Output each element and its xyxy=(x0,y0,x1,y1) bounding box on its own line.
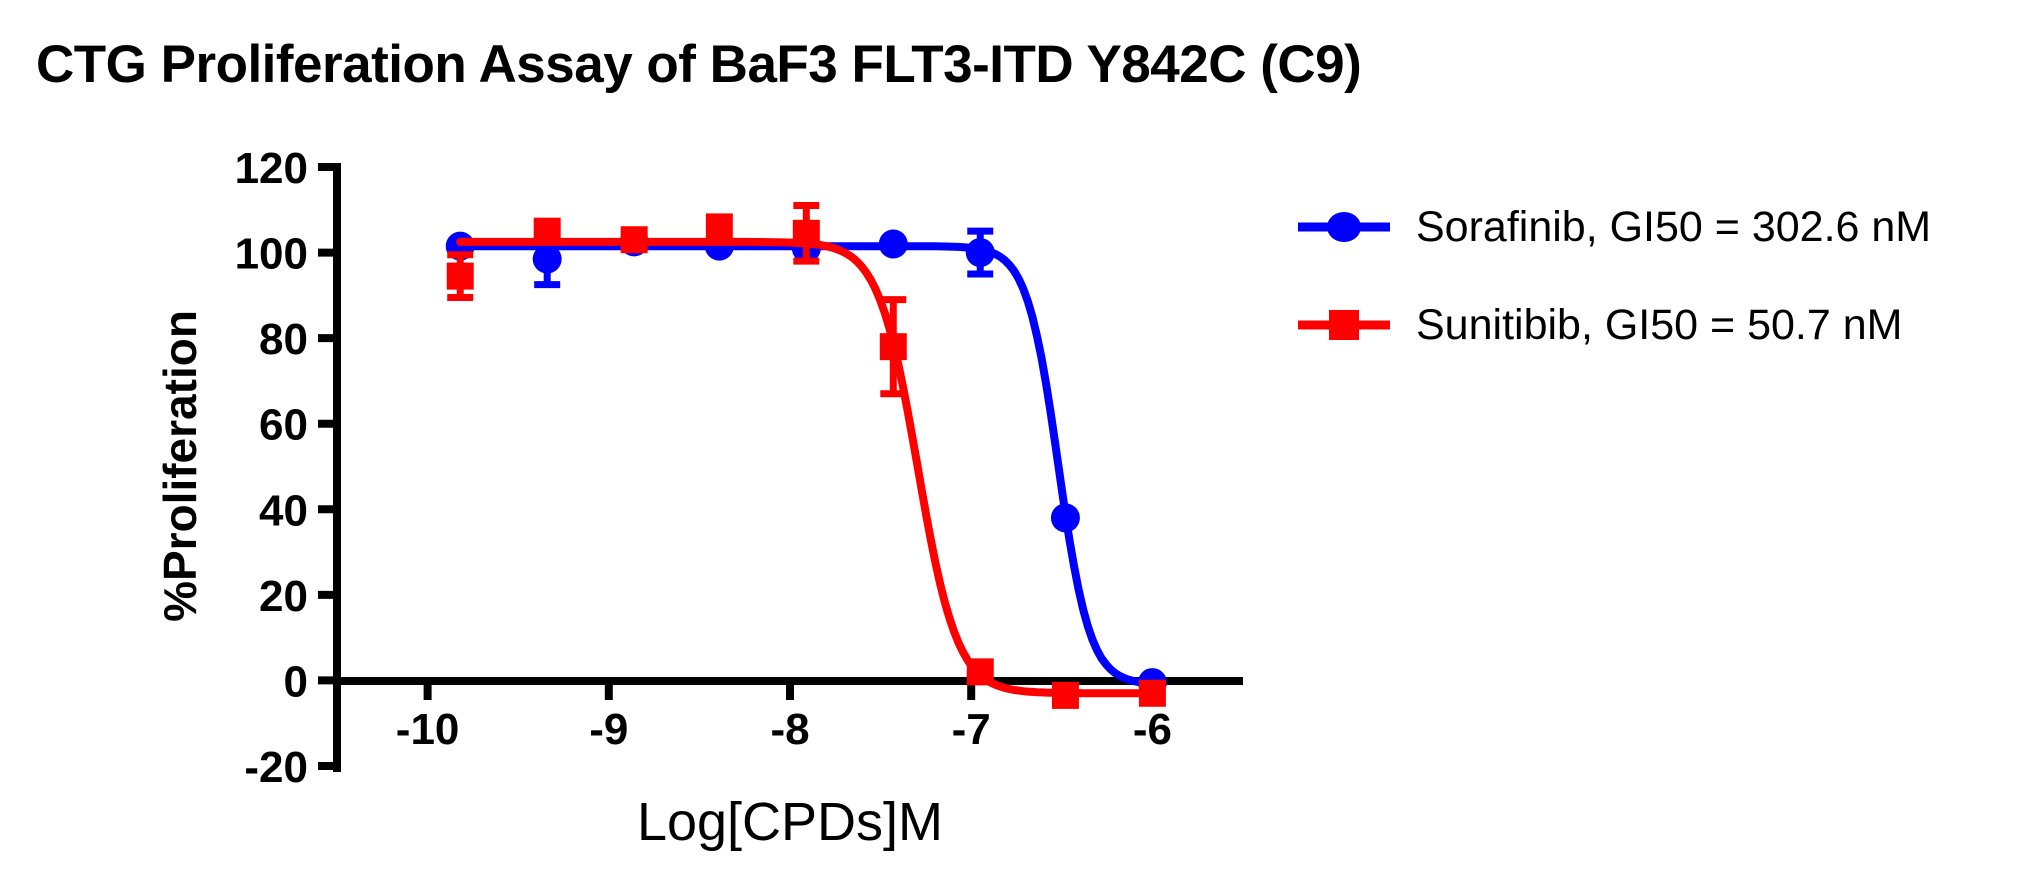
y-tick-label: 0 xyxy=(284,657,308,706)
x-tick-label: -9 xyxy=(589,705,628,754)
data-point-square xyxy=(1138,679,1166,707)
data-point-circle xyxy=(878,229,908,259)
legend-square-marker-icon xyxy=(1298,310,1390,340)
data-point-square xyxy=(879,333,907,361)
y-tick-label: 80 xyxy=(259,315,308,364)
y-tick-label: 120 xyxy=(235,144,308,193)
data-point-square xyxy=(533,217,561,245)
data-point-square xyxy=(705,213,733,241)
y-tick-label: 100 xyxy=(235,230,308,279)
data-point-circle xyxy=(1050,503,1080,533)
y-axis-title: %Proliferation xyxy=(154,310,206,622)
x-axis-title: Log[CPDs]M xyxy=(637,792,943,852)
y-tick-label: -20 xyxy=(244,743,308,792)
fit-curve-0 xyxy=(456,242,1157,688)
legend-item-sorafinib: Sorafinib, GI50 = 302.6 nM xyxy=(1296,192,1931,262)
fit-curve-1 xyxy=(456,237,1157,698)
y-tick-label: 40 xyxy=(259,486,308,535)
legend: Sorafinib, GI50 = 302.6 nM Sunitibib, GI… xyxy=(1296,192,1931,360)
y-tick-label: 60 xyxy=(259,401,308,450)
x-tick-label: -7 xyxy=(952,705,991,754)
x-tick-label: -8 xyxy=(770,705,809,754)
legend-item-sunitibib: Sunitibib, GI50 = 50.7 nM xyxy=(1296,290,1931,360)
data-point-square xyxy=(966,658,994,686)
data-point-square xyxy=(620,226,648,254)
data-point-square xyxy=(446,262,474,290)
chart-title: CTG Proliferation Assay of BaF3 FLT3-ITD… xyxy=(36,35,1362,94)
data-point-circle xyxy=(532,244,562,274)
y-tick-label: 20 xyxy=(259,572,308,621)
x-tick-label: -6 xyxy=(1133,705,1172,754)
x-tick-label: -10 xyxy=(396,705,460,754)
legend-label-sorafinib: Sorafinib, GI50 = 302.6 nM xyxy=(1416,202,1932,251)
legend-label-sunitibib: Sunitibib, GI50 = 50.7 nM xyxy=(1416,300,1903,349)
legend-circle-marker-icon xyxy=(1298,212,1390,242)
data-point-square xyxy=(1051,681,1079,709)
data-point-square xyxy=(792,219,820,247)
data-point-circle xyxy=(965,238,995,268)
